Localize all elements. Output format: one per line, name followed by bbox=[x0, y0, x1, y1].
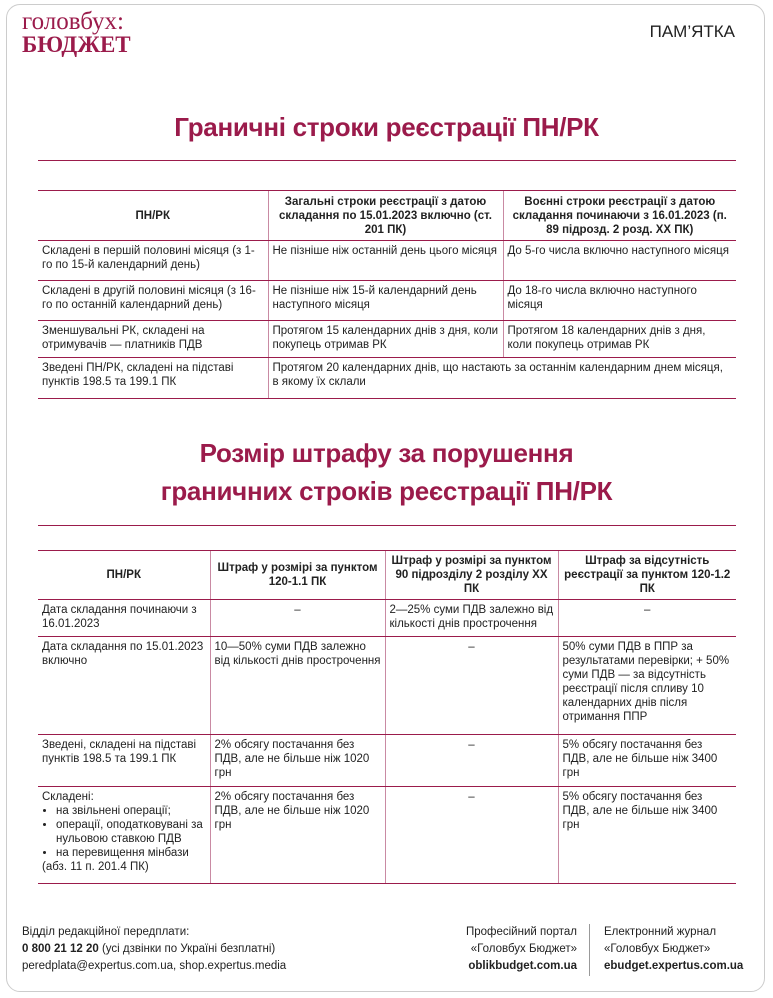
cell: Складені в першій половині місяця (з 1-г… bbox=[38, 240, 268, 281]
footer-text: Електронний журнал bbox=[604, 926, 717, 938]
table: ПН/РК Загальні строки реєстрації з датою … bbox=[38, 190, 736, 399]
cell: Складені:на звільнені операції;операції,… bbox=[38, 786, 210, 884]
section-title: граничних строків реєстрації ПН/РК bbox=[160, 476, 613, 506]
list: на звільнені операції;операції, оподатко… bbox=[42, 804, 206, 860]
cell: 2% обсягу постачання без ПДВ, але не біл… bbox=[209, 734, 385, 787]
cell: Зменшувальні РК, складені на отримувачів… bbox=[38, 320, 268, 358]
cell: До 5-го числа включно наступного місяця bbox=[502, 240, 736, 281]
header-cell: Штраф у розмірі за пунктом 90 підрозділу… bbox=[384, 550, 558, 600]
row: Дата складання по 15.01.2023 включно 10—5… bbox=[38, 636, 736, 735]
cell: – bbox=[384, 734, 558, 787]
footer-text: Відділ редакційної передплати: bbox=[22, 926, 190, 938]
row: Складені в першій половині місяця (з 1-г… bbox=[38, 240, 736, 281]
header-cell: Загальні строки реєстрації з датою склад… bbox=[267, 190, 503, 241]
header-row: ПН/РК Штраф у розмірі за пунктом 120-1.1 … bbox=[38, 550, 736, 600]
cell: 50% суми ПДВ в ППР за результатами перев… bbox=[557, 636, 736, 735]
footer-text: «Головбух Бюджет» bbox=[604, 943, 711, 955]
row: Складені в другій половині місяця (з 16-… bbox=[38, 280, 736, 321]
footer-link: oblikbudget.com.ua bbox=[468, 960, 577, 972]
header-cell: ПН/РК bbox=[38, 550, 210, 600]
row: Дата складання починаючи з 16.01.2023–2—… bbox=[38, 599, 736, 637]
cell: До 18-го числа включно наступного місяця bbox=[502, 280, 736, 321]
cell: Складені в другій половині місяця (з 16-… bbox=[38, 280, 268, 321]
cell: Протягом 18 календарних днів з дня, коли… bbox=[502, 320, 736, 358]
row: Зменшувальні РК, складені на отримувачів… bbox=[38, 320, 736, 358]
footer-text: peredplata@expertus.com.ua, shop.expertu… bbox=[22, 960, 287, 972]
header-row: ПН/РК Загальні строки реєстрації з датою … bbox=[38, 190, 736, 241]
header-cell: Штраф у розмірі за пунктом 120-1.1 ПК bbox=[209, 550, 385, 600]
header-cell: Воєнні строки реєстрації з датою складан… bbox=[502, 190, 736, 241]
row: Складені:на звільнені операції;операції,… bbox=[38, 786, 736, 884]
section-title: Розмір штрафу за порушення bbox=[199, 438, 574, 468]
logo-top: головбух: bbox=[22, 8, 124, 35]
cell: – bbox=[384, 636, 558, 735]
header-cell: Штраф за відсутність реєстрації за пункт… bbox=[557, 550, 736, 600]
table: ПН/РК Штраф у розмірі за пунктом 120-1.1 … bbox=[38, 550, 736, 884]
footer-link: ebudget.expertus.com.ua bbox=[604, 960, 744, 972]
rule bbox=[38, 160, 736, 161]
cell-text: Складені: bbox=[42, 791, 94, 803]
cell: 10—50% суми ПДВ залежно від кількості дн… bbox=[209, 636, 385, 735]
cell: Дата складання по 15.01.2023 включно bbox=[38, 636, 210, 735]
cell: Протягом 15 календарних днів з дня, коли… bbox=[267, 320, 503, 358]
section-title: Граничні строки реєстрації ПН/РК bbox=[174, 112, 599, 142]
footer-text: «Головбух Бюджет» bbox=[470, 943, 577, 955]
phone: 0 800 21 12 20 bbox=[22, 943, 99, 955]
row: Зведені, складені на підставі пунктів 19… bbox=[38, 734, 736, 787]
list-item: на перевищення мінбази bbox=[56, 846, 206, 860]
cell: 2—25% суми ПДВ залежно від кількості дні… bbox=[384, 599, 558, 637]
cell: Зведені, складені на підставі пунктів 19… bbox=[38, 734, 210, 787]
cell: – bbox=[209, 599, 385, 637]
header-cell: ПН/РК bbox=[38, 190, 268, 241]
cell: Зведені ПН/РК, складені на підставі пунк… bbox=[38, 357, 268, 399]
footer-text: Професійний портал bbox=[465, 926, 577, 938]
cell: 2% обсягу постачання без ПДВ, але не біл… bbox=[209, 786, 385, 884]
page-frame bbox=[6, 4, 765, 992]
cell: 5% обсягу постачання без ПДВ, але не біл… bbox=[557, 786, 736, 884]
footer-text: 0 800 21 12 20 (усі дзвінки по Україні б… bbox=[22, 941, 286, 958]
cell: Не пізніше ніж 15-й календарний день нас… bbox=[267, 280, 503, 321]
cell: Не пізніше ніж останній день цього місяц… bbox=[267, 240, 503, 281]
separator bbox=[589, 924, 590, 976]
cell: – bbox=[384, 786, 558, 884]
footer-middle: Професійний портал «Головбух Бюджет» obl… bbox=[466, 924, 577, 975]
cell: Протягом 20 календарних днів, що настают… bbox=[267, 357, 736, 399]
cell: Дата складання починаючи з 16.01.2023 bbox=[38, 599, 210, 637]
rule bbox=[38, 525, 736, 526]
doc-label: ПАМ’ЯТКА bbox=[649, 22, 735, 41]
cell: 5% обсягу постачання без ПДВ, але не біл… bbox=[557, 734, 736, 787]
footer-right: Електронний журнал «Головбух Бюджет» ebu… bbox=[604, 924, 743, 975]
list-item: операції, оподатковувані за нульовою ста… bbox=[56, 818, 206, 846]
phone-note: (усі дзвінки по Україні безплатні) bbox=[101, 943, 276, 955]
logo-bottom: БЮДЖЕТ bbox=[22, 32, 131, 57]
footer-left: Відділ редакційної передплати: 0 800 21 … bbox=[22, 924, 286, 975]
cell-note: (абз. 11 п. 201.4 ПК) bbox=[42, 861, 149, 873]
row: Зведені ПН/РК, складені на підставі пунк… bbox=[38, 357, 736, 399]
cell: – bbox=[557, 599, 736, 637]
list-item: на звільнені операції; bbox=[56, 804, 206, 818]
